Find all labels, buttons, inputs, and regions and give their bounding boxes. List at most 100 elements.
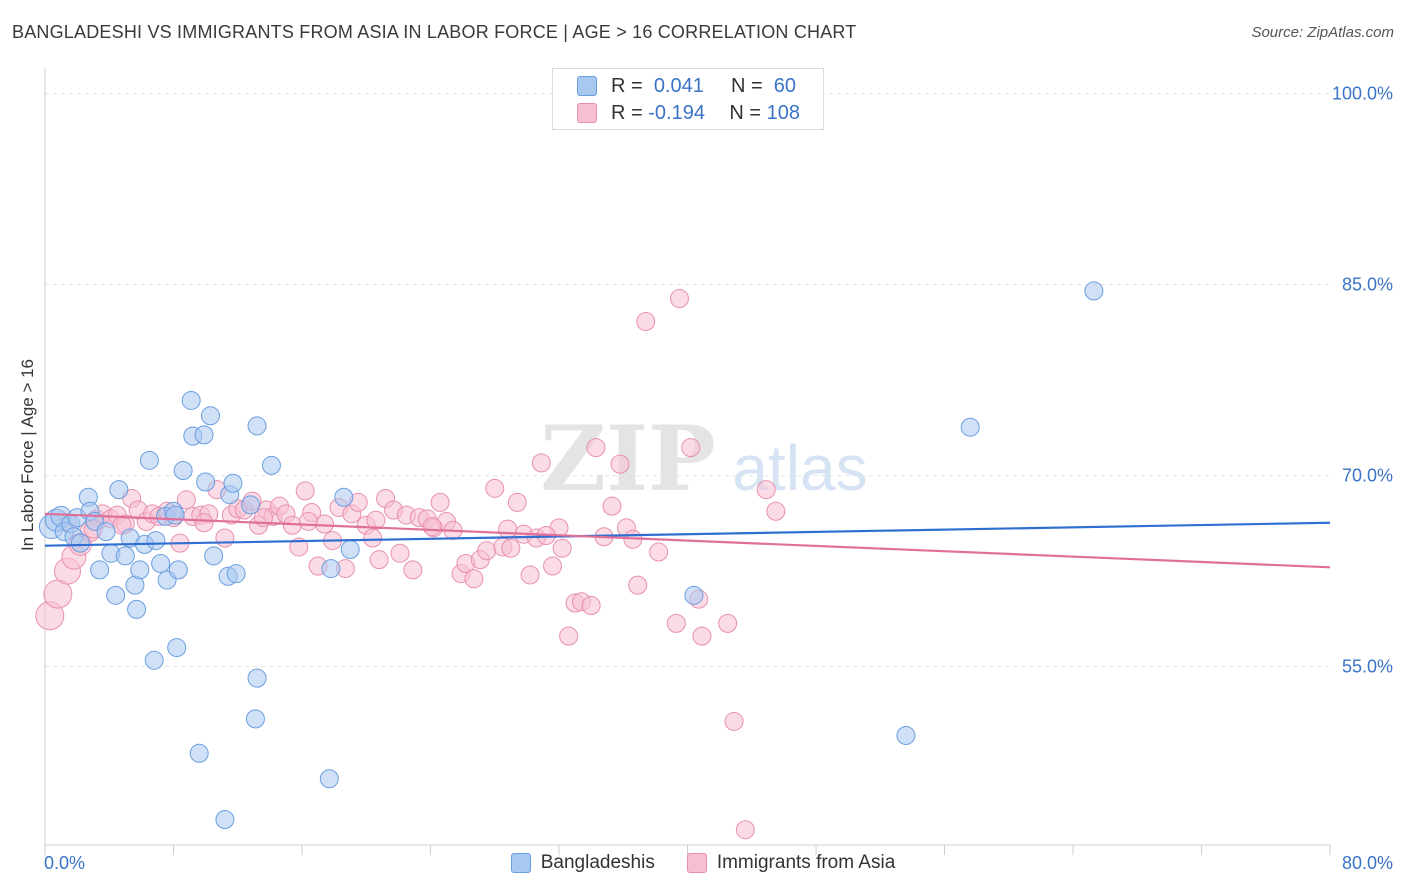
point-immigrants-asia	[369, 550, 389, 570]
legend-label: Immigrants from Asia	[716, 852, 896, 873]
legend-label: Bangladeshis	[540, 852, 655, 873]
point-bangladeshi	[96, 522, 116, 542]
point-bangladeshi	[139, 450, 159, 470]
y-tick-label: 85.0%	[1342, 275, 1393, 295]
point-bangladeshi	[241, 495, 261, 515]
x-tick-label: 80.0%	[1342, 853, 1393, 873]
point-immigrants-asia	[485, 478, 505, 498]
y-axis-label: In Labor Force | Age > 16	[18, 358, 37, 552]
point-immigrants-asia	[602, 496, 622, 516]
r-label: R =	[611, 101, 643, 124]
point-immigrants-asia	[586, 438, 606, 458]
point-bangladeshi	[247, 668, 267, 688]
point-bangladeshi	[109, 480, 129, 500]
point-immigrants-asia	[430, 492, 450, 512]
n-value: 60	[773, 74, 796, 97]
point-bangladeshi	[223, 473, 243, 493]
point-immigrants-asia	[581, 596, 601, 616]
point-immigrants-asia	[735, 820, 755, 840]
point-immigrants-asia	[477, 541, 497, 561]
y-tick-label: 100.0%	[1332, 83, 1393, 103]
legend-item-bangladeshis[interactable]: Bangladeshis	[510, 852, 655, 874]
point-immigrants-asia	[692, 626, 712, 646]
watermark-atlas: atlas	[732, 432, 867, 504]
y-tick-label: 70.0%	[1342, 466, 1393, 486]
point-immigrants-asia	[507, 492, 527, 512]
point-bangladeshi	[189, 743, 209, 763]
point-immigrants-asia	[295, 481, 315, 501]
n-label: N =	[729, 101, 762, 124]
source-credit: Source: ZipAtlas.com	[1251, 24, 1394, 41]
x-tick-label: 0.0%	[44, 853, 85, 873]
point-bangladeshi	[960, 417, 980, 437]
point-bangladeshi	[319, 769, 339, 789]
point-immigrants-asia	[464, 569, 484, 589]
correlation-stats-box: R = 0.041 N = 60 R = -0.194 N = 108	[552, 68, 824, 130]
n-value: 108	[766, 101, 800, 124]
point-immigrants-asia	[215, 528, 235, 548]
trendline-bangladeshis	[44, 521, 1331, 547]
point-bangladeshi	[340, 539, 360, 559]
point-immigrants-asia	[610, 454, 630, 474]
point-bangladeshi	[70, 533, 90, 553]
legend-swatch-bangladeshis	[510, 853, 531, 873]
point-immigrants-asia	[666, 613, 686, 633]
point-immigrants-asia	[681, 438, 701, 458]
point-immigrants-asia	[176, 490, 196, 510]
point-bangladeshi	[247, 416, 267, 436]
point-immigrants-asia	[543, 556, 563, 576]
point-bangladeshi	[204, 546, 224, 566]
point-bangladeshi	[226, 564, 246, 584]
point-bangladeshi	[684, 585, 704, 605]
point-bangladeshi	[194, 425, 214, 445]
y-tick-label: 55.0%	[1342, 657, 1393, 677]
point-bangladeshi	[245, 709, 265, 729]
point-bangladeshi	[167, 638, 187, 658]
point-bangladeshi	[1084, 281, 1104, 301]
point-immigrants-asia	[756, 480, 776, 500]
point-immigrants-asia	[422, 517, 442, 537]
point-bangladeshi	[215, 810, 235, 830]
point-immigrants-asia	[559, 626, 579, 646]
point-immigrants-asia	[501, 538, 521, 558]
point-bangladeshi	[200, 406, 220, 426]
point-immigrants-asia	[766, 501, 786, 521]
point-immigrants-asia	[718, 613, 738, 633]
legend-item-immigrants-asia[interactable]: Immigrants from Asia	[686, 852, 896, 874]
point-bangladeshi	[144, 650, 164, 670]
point-bangladeshi	[106, 585, 126, 605]
point-bangladeshi	[115, 546, 135, 566]
point-bangladeshi	[130, 560, 150, 580]
point-bangladeshi	[168, 560, 188, 580]
r-label: R =	[611, 74, 643, 97]
point-immigrants-asia	[636, 311, 656, 331]
point-bangladeshi	[127, 599, 147, 619]
point-bangladeshi	[196, 472, 216, 492]
point-immigrants-asia	[403, 560, 423, 580]
point-immigrants-asia	[363, 528, 383, 548]
point-bangladeshi	[173, 461, 193, 481]
point-immigrants-asia	[314, 514, 334, 534]
point-bangladeshi	[151, 553, 171, 573]
point-bangladeshi	[165, 505, 185, 525]
point-immigrants-asia	[649, 542, 669, 562]
stats-row-bangladeshis: R = 0.041 N = 60	[577, 73, 796, 99]
point-immigrants-asia	[520, 565, 540, 585]
point-immigrants-asia	[366, 510, 386, 530]
point-immigrants-asia	[552, 538, 572, 558]
legend-swatch-immigrants-asia	[686, 853, 707, 873]
r-value: 0.041	[653, 74, 704, 97]
stats-swatch-bangladeshis	[577, 76, 597, 96]
point-bangladeshi	[334, 487, 354, 507]
stats-row-immigrants-asia: R = -0.194 N = 108	[577, 100, 800, 126]
point-bangladeshi	[90, 560, 110, 580]
point-immigrants-asia	[669, 289, 689, 309]
stats-swatch-immigrants-asia	[577, 103, 597, 123]
chart-legend: Bangladeshis Immigrants from Asia	[0, 852, 1406, 874]
point-immigrants-asia	[531, 453, 551, 473]
point-bangladeshi	[261, 455, 281, 475]
point-bangladeshi	[146, 531, 166, 551]
point-immigrants-asia	[390, 543, 410, 563]
point-immigrants-asia	[724, 711, 744, 731]
